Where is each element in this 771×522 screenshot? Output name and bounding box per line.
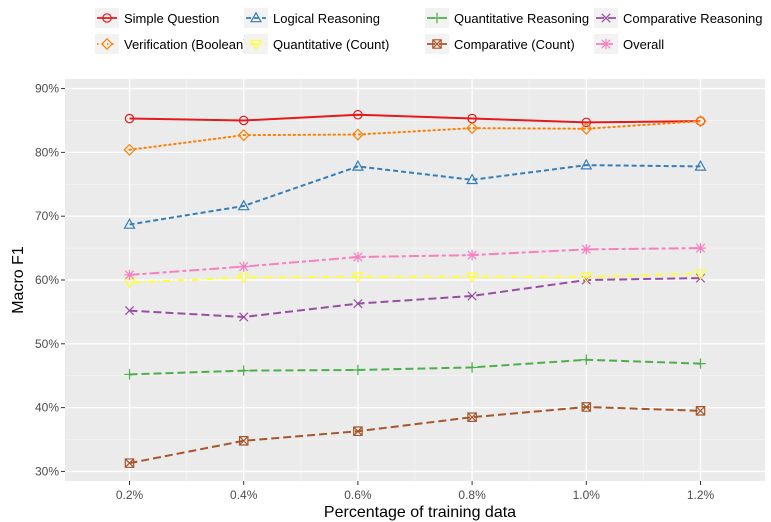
data-point-quantitative-count xyxy=(694,269,707,281)
data-point-simple-question xyxy=(238,115,249,126)
series-line-verification-boolean xyxy=(128,120,702,151)
x-tick-label: 0.4% xyxy=(230,488,258,502)
legend-item-logical-reasoning: Logical Reasoning xyxy=(244,8,380,28)
data-point-quantitative-count xyxy=(237,273,250,284)
legend-label: Overall xyxy=(623,37,664,52)
data-point-overall xyxy=(352,251,364,263)
data-point-comparative-count xyxy=(581,402,592,412)
data-point-logical-reasoning xyxy=(351,159,364,171)
data-point-simple-question xyxy=(695,116,706,126)
legend-key-marker xyxy=(102,13,112,23)
y-tick-label: 40% xyxy=(35,401,59,415)
x-axis-title: Percentage of training data xyxy=(324,504,516,521)
data-point-overall xyxy=(238,261,249,272)
data-point-simple-question xyxy=(124,113,135,124)
y-axis-title: Macro F1 xyxy=(10,246,27,314)
data-point-logical-reasoning xyxy=(580,158,593,170)
y-tick-label: 60% xyxy=(35,273,59,287)
legend-key-marker xyxy=(601,13,611,23)
legend-key-marker xyxy=(600,38,612,50)
data-point-comparative-reasoning xyxy=(239,312,249,322)
data-point-quantitative-count xyxy=(466,272,479,284)
data-point-overall xyxy=(695,242,706,254)
legend-key-marker xyxy=(100,37,114,51)
data-point-comparative-count xyxy=(124,458,135,468)
data-point-overall xyxy=(581,244,592,255)
data-point-logical-reasoning xyxy=(237,199,250,211)
y-tick-label: 70% xyxy=(35,209,59,223)
data-point-quantitative-count xyxy=(580,272,593,284)
data-point-comparative-count xyxy=(238,436,249,446)
data-point-quantitative-reasoning xyxy=(238,365,249,376)
data-point-comparative-reasoning xyxy=(124,306,135,316)
legend-item-quantitative-count: Quantitative (Count) xyxy=(244,34,389,54)
x-tick-label: 0.2% xyxy=(116,488,144,502)
data-point-quantitative-reasoning xyxy=(352,364,364,376)
data-point-verification-boolean xyxy=(123,143,136,156)
legend-item-overall: Overall xyxy=(594,34,664,54)
legend-key-marker xyxy=(249,11,263,23)
x-tick-label: 0.6% xyxy=(344,488,372,502)
data-point-comparative-count xyxy=(695,406,706,416)
data-point-logical-reasoning xyxy=(466,173,479,185)
legend-item-comparative-reasoning: Comparative Reasoning xyxy=(594,8,762,28)
legend-label: Quantitative (Count) xyxy=(273,37,389,52)
y-tick-label: 90% xyxy=(35,82,59,96)
legend-key-marker xyxy=(432,39,442,49)
data-point-logical-reasoning xyxy=(123,218,136,229)
legend: Simple Question Logical Reasoning Quantita… xyxy=(95,8,762,54)
legend-label: Comparative (Count) xyxy=(454,37,575,52)
data-point-comparative-reasoning xyxy=(467,291,477,301)
x-tick-label: 1.2% xyxy=(687,488,715,502)
data-point-verification-boolean xyxy=(466,122,479,135)
data-point-quantitative-reasoning xyxy=(581,354,592,365)
y-tick-label: 50% xyxy=(35,337,59,351)
legend-key-marker xyxy=(249,39,263,51)
x-tick-label: 1.0% xyxy=(573,488,601,502)
x-tick-label: 0.8% xyxy=(458,488,486,502)
data-point-overall xyxy=(466,249,478,261)
series-lines xyxy=(128,113,702,465)
series-line-simple-question xyxy=(129,113,701,124)
series-line-quantitative-count xyxy=(129,272,701,284)
data-point-comparative-count xyxy=(467,412,477,422)
data-point-comparative-reasoning xyxy=(353,298,363,309)
data-point-simple-question xyxy=(581,117,592,128)
y-tick-label: 80% xyxy=(35,145,59,159)
legend-key-marker xyxy=(431,12,443,24)
data-point-verification-boolean xyxy=(580,122,593,135)
data-point-quantitative-reasoning xyxy=(124,369,135,380)
legend-label: Quantitative Reasoning xyxy=(454,11,589,26)
series-line-comparative-count xyxy=(129,405,701,465)
legend-label: Simple Question xyxy=(124,11,219,26)
y-axis: 30% 40% 50% 60% 70% 80% 90% xyxy=(35,82,65,478)
series-line-overall xyxy=(129,247,701,276)
data-point-logical-reasoning xyxy=(694,159,707,171)
data-point-verification-boolean xyxy=(237,129,250,142)
series-points xyxy=(123,109,707,468)
legend-item-quantitative-reasoning: Quantitative Reasoning xyxy=(425,8,589,28)
data-point-verification-boolean xyxy=(694,115,707,128)
data-point-quantitative-reasoning xyxy=(695,358,706,369)
legend-item-verification-boolean: Verification (Boolean) xyxy=(95,34,248,54)
y-tick-label: 30% xyxy=(35,464,59,478)
data-point-simple-question xyxy=(353,109,363,120)
data-point-verification-boolean xyxy=(351,128,364,141)
data-point-quantitative-count xyxy=(351,272,364,284)
legend-label: Comparative Reasoning xyxy=(623,11,762,26)
data-point-overall xyxy=(124,269,135,281)
series-line-logical-reasoning xyxy=(129,164,701,226)
legend-label: Logical Reasoning xyxy=(273,11,380,26)
legend-item-comparative-count: Comparative (Count) xyxy=(425,34,575,54)
data-point-quantitative-reasoning xyxy=(466,362,478,373)
data-point-comparative-count xyxy=(353,426,363,437)
legend-item-simple-question: Simple Question xyxy=(95,8,219,28)
x-axis: 0.2% 0.4% 0.6% 0.8% 1.0% 1.2% xyxy=(116,481,715,502)
legend-label: Verification (Boolean) xyxy=(124,37,248,52)
